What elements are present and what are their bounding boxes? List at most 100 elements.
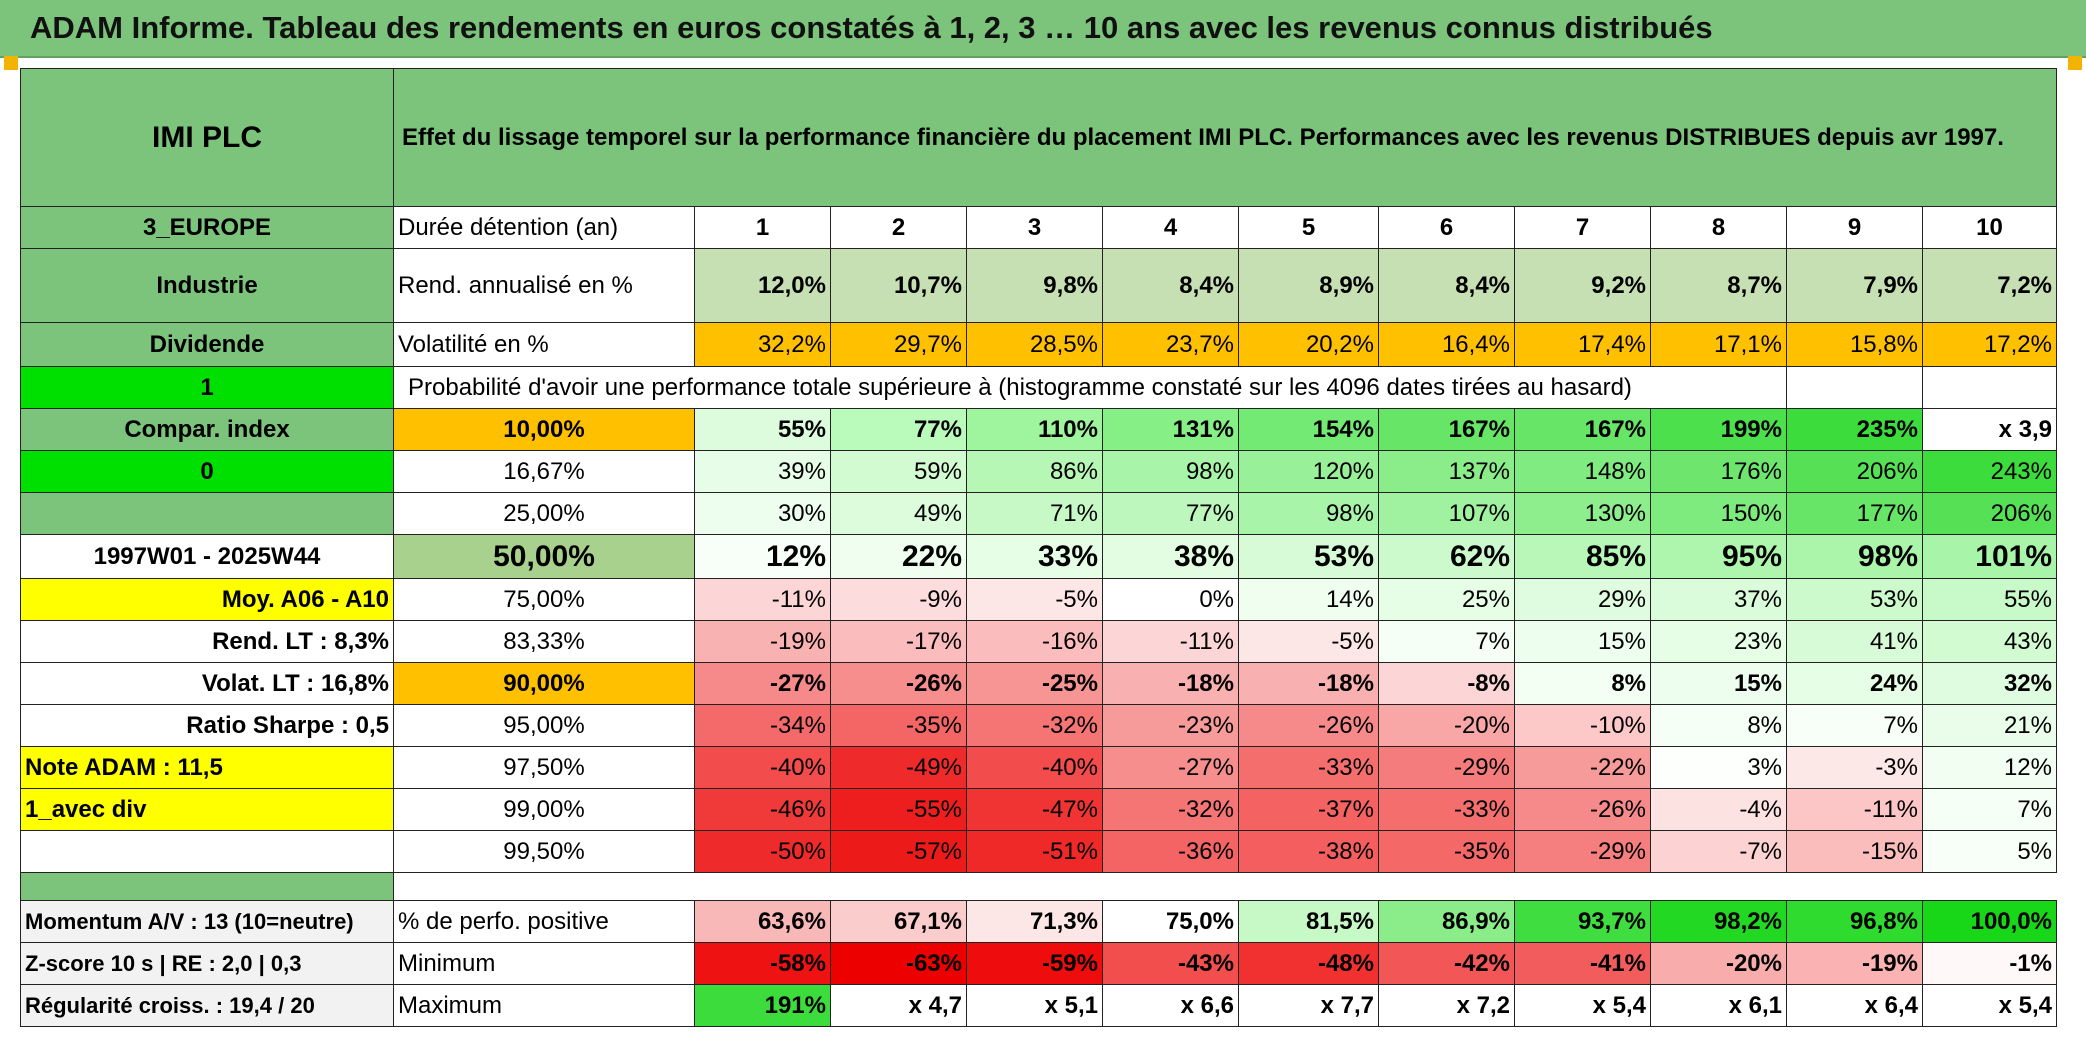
pct-positive-label: % de perfo. positive [393, 900, 695, 943]
percentile-label: 90,00% [393, 662, 695, 705]
percentile-value-cell: 53% [1238, 534, 1379, 579]
percentile-label: 97,50% [393, 746, 695, 789]
percentile-value-cell: 53% [1786, 578, 1923, 621]
income-label: Dividende [20, 322, 394, 367]
year-header: 9 [1786, 206, 1923, 249]
percentile-value-cell: -49% [830, 746, 967, 789]
rend-cell: 10,7% [830, 248, 967, 323]
percentile-value-cell: -5% [1238, 620, 1379, 663]
year-header: 10 [1922, 206, 2057, 249]
page-title: ADAM Informe. Tableau des rendements en … [30, 10, 1713, 45]
percentile-value-cell: 37% [1650, 578, 1787, 621]
percentile-value-cell: 14% [1238, 578, 1379, 621]
percentile-value-cell: -35% [1378, 830, 1515, 873]
percentile-value-cell: -46% [694, 788, 831, 831]
moy-label: Moy. A06 - A10 [20, 578, 394, 621]
percentile-value-cell: -38% [1238, 830, 1379, 873]
percentile-value-cell: -10% [1514, 704, 1651, 747]
percentile-value-cell: 86% [966, 450, 1103, 493]
percentile-value-cell: -7% [1650, 830, 1787, 873]
flag-one[interactable]: 1 [20, 366, 394, 409]
maximum-cell: x 6,4 [1786, 984, 1923, 1027]
percentile-value-cell: 77% [1102, 492, 1239, 535]
company-name: IMI PLC [20, 68, 394, 207]
percentile-value-cell: -37% [1238, 788, 1379, 831]
percentile-row: 0 16,67% 39% 59% 86% 98% 120% 137% 148% 176% 206% 2… [20, 450, 2057, 493]
percentile-row: 25,00% 30% 49% 71% 77% 98% 107% 130% 150% 177% 206… [20, 492, 2057, 535]
percentile-value-cell: 12% [694, 534, 831, 579]
percentile-value-cell: 199% [1650, 408, 1787, 451]
maximum-cell: x 7,2 [1378, 984, 1515, 1027]
percentile-value-cell: 167% [1378, 408, 1515, 451]
summary-row: Z-score 10 s | RE : 2,0 | 0,3 Minimum -58%… [20, 942, 2057, 985]
rend-label: Rend. annualisé en % [393, 248, 695, 323]
maximum-cell: x 5,1 [966, 984, 1103, 1027]
percentile-value-cell: 22% [830, 534, 967, 579]
rend-cell: 7,2% [1922, 248, 2057, 323]
rend-cell: 12,0% [694, 248, 831, 323]
percentile-value-cell: -33% [1238, 746, 1379, 789]
percentile-row: Compar. index 10,00% 55% 77% 110% 131% 154% 167… [20, 408, 2057, 451]
percentile-value-cell: 55% [694, 408, 831, 451]
volat-cell: 16,4% [1378, 322, 1515, 367]
percentile-value-cell: -40% [966, 746, 1103, 789]
minimum-cell: -58% [694, 942, 831, 985]
percentile-value-cell: -4% [1650, 788, 1787, 831]
empty-cell [1922, 366, 2057, 409]
percentile-value-cell: -35% [830, 704, 967, 747]
volat-label: Volatilité en % [393, 322, 695, 367]
percentile-value-cell: -9% [830, 578, 967, 621]
minimum-cell: -19% [1786, 942, 1923, 985]
percentile-value-cell: 49% [830, 492, 967, 535]
percentile-row: Note ADAM : 11,5 97,50% -40% -49% -40% -27% -3… [20, 746, 2057, 789]
percentile-value-cell: 59% [830, 450, 967, 493]
minimum-cell: -41% [1514, 942, 1651, 985]
period-label: 1997W01 - 2025W44 [20, 534, 394, 579]
percentile-value-cell: 176% [1650, 450, 1787, 493]
maximum-cell: x 5,4 [1922, 984, 2057, 1027]
year-header: 6 [1378, 206, 1515, 249]
percentile-value-cell: 3% [1650, 746, 1787, 789]
volat-lt-label: Volat. LT : 16,8% [20, 662, 394, 705]
volat-cell: 17,2% [1922, 322, 2057, 367]
maximum-cell: 191% [694, 984, 831, 1027]
volat-cell: 32,2% [694, 322, 831, 367]
maximum-cell: x 6,1 [1650, 984, 1787, 1027]
percentile-value-cell: -40% [694, 746, 831, 789]
volat-cell: 15,8% [1786, 322, 1923, 367]
percentile-value-cell: 120% [1238, 450, 1379, 493]
flag-zero[interactable]: 0 [20, 450, 394, 493]
maximum-cell: x 5,4 [1514, 984, 1651, 1027]
sharpe-label: Ratio Sharpe : 0,5 [20, 704, 394, 747]
percentile-value-cell: 77% [830, 408, 967, 451]
percentile-value-cell: -16% [966, 620, 1103, 663]
percentile-value-cell: 8% [1514, 662, 1651, 705]
percentile-value-cell: 95% [1650, 534, 1787, 579]
percentile-label: 16,67% [393, 450, 695, 493]
percentile-value-cell: -32% [1102, 788, 1239, 831]
year-header: 5 [1238, 206, 1379, 249]
pct-positive-cell: 81,5% [1238, 900, 1379, 943]
percentile-value-cell: 33% [966, 534, 1103, 579]
empty-cell [1786, 366, 1923, 409]
compar-index-label: Compar. index [20, 408, 394, 451]
percentile-value-cell: -23% [1102, 704, 1239, 747]
percentile-value-cell: -29% [1378, 746, 1515, 789]
percentile-value-cell: 98% [1102, 450, 1239, 493]
percentile-value-cell: -57% [830, 830, 967, 873]
note-adam-label: Note ADAM : 11,5 [20, 746, 394, 789]
avec-div-label: 1_avec div [20, 788, 394, 831]
minimum-cell: -42% [1378, 942, 1515, 985]
minimum-cell: -63% [830, 942, 967, 985]
percentile-value-cell: 38% [1102, 534, 1239, 579]
percentile-label: 99,00% [393, 788, 695, 831]
percentile-value-cell: 150% [1650, 492, 1787, 535]
percentile-row: Ratio Sharpe : 0,5 95,00% -34% -35% -32% -23%… [20, 704, 2057, 747]
percentile-value-cell: 21% [1922, 704, 2057, 747]
percentile-value-cell: 24% [1786, 662, 1923, 705]
percentile-label: 99,50% [393, 830, 695, 873]
percentile-label: 25,00% [393, 492, 695, 535]
summary-row: Régularité croiss. : 19,4 / 20 Maximum 191… [20, 984, 2057, 1027]
percentile-value-cell: -27% [1102, 746, 1239, 789]
percentile-value-cell: 137% [1378, 450, 1515, 493]
